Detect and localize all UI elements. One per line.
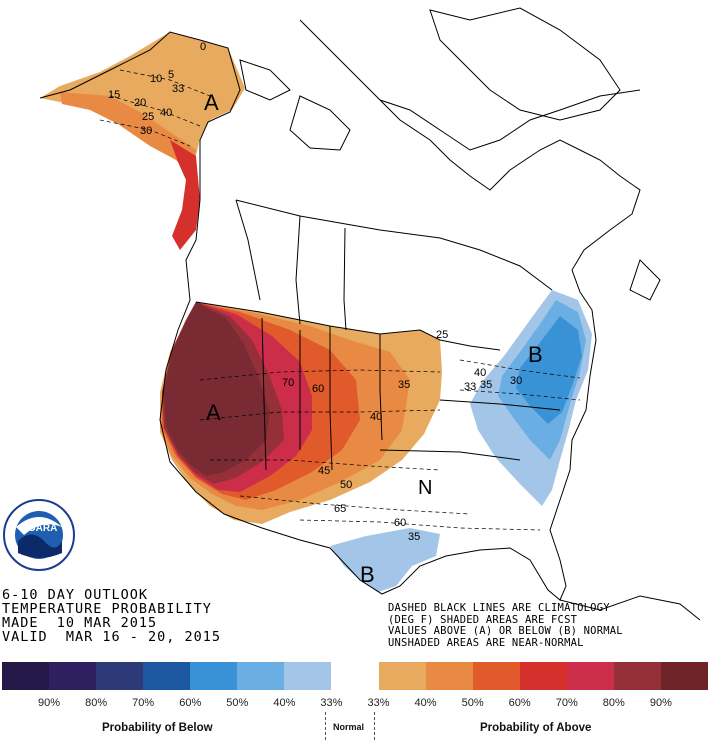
probability-labels: 90% 80% 70% 60% 50% 40% 33% 33% 40% 50% 60% 70% 80% 9…	[2, 697, 708, 711]
legend-swatch	[49, 662, 97, 690]
legend-swatch	[519, 662, 567, 690]
contour-label: 30	[510, 375, 522, 387]
east-below-letter: B	[528, 342, 543, 367]
legend-swatch	[237, 662, 285, 690]
contour-label: 0	[200, 41, 206, 53]
outlook-subtitle: TEMPERATURE PROBABILITY	[2, 601, 212, 617]
outlook-title-block: 6-10 DAY OUTLOOK TEMPERATURE PROBABILITY…	[2, 588, 221, 644]
legend-label: 60%	[508, 697, 531, 709]
contour-label: 60	[394, 517, 406, 529]
normal-caption: Normal	[333, 722, 365, 732]
legend-label: 80%	[85, 697, 108, 709]
contour-label: 40	[370, 411, 382, 423]
contour-label: 20	[134, 97, 146, 109]
normal-divider-right	[374, 712, 375, 740]
west-above-region	[160, 302, 442, 524]
legend-label: 70%	[132, 697, 155, 709]
contour-label: 50	[340, 479, 352, 491]
legend-notes: DASHED BLACK LINES ARE CLIMATOLOGY (DEG …	[388, 602, 623, 649]
probability-above-caption: Probability of Above	[480, 722, 592, 734]
outlook-title: 6-10 DAY OUTLOOK	[2, 587, 149, 603]
contour-label: 30	[140, 125, 152, 137]
legend-swatch	[425, 662, 473, 690]
noaa-logo-text: NOARA	[21, 523, 58, 534]
contour-label: 60	[312, 383, 324, 395]
legend-label: 90%	[649, 697, 672, 709]
legend-swatch	[143, 662, 191, 690]
legend-swatch	[190, 662, 238, 690]
probability-color-bar	[2, 662, 708, 690]
east-below-region	[470, 290, 592, 506]
normal-divider-left	[325, 712, 326, 740]
legend-swatch	[96, 662, 144, 690]
contour-label: 35	[398, 379, 410, 391]
legend-swatch	[472, 662, 520, 690]
contour-label: 45	[318, 465, 330, 477]
legend-label: 80%	[602, 697, 625, 709]
contour-label: 33	[464, 381, 476, 393]
contour-label: 40	[160, 107, 172, 119]
note-line: UNSHADED AREAS ARE NEAR-NORMAL	[388, 636, 584, 649]
contour-label: 35	[408, 531, 420, 543]
map-outlines	[39, 7, 701, 621]
contour-label: 10	[150, 73, 162, 85]
contour-label: 65	[334, 503, 346, 515]
legend-label: 40%	[273, 697, 296, 709]
legend-label: 40%	[414, 697, 437, 709]
contour-label: 40	[474, 367, 486, 379]
outlook-map: A A B B N 0 5 10 15 20 25 30 33 40 70 60…	[39, 7, 701, 621]
note-line: VALUES ABOVE (A) OR BELOW (B) NORMAL	[388, 625, 623, 637]
legend-swatch	[284, 662, 332, 690]
note-line: (DEG F) SHADED AREAS ARE FCST	[388, 613, 578, 626]
legend-swatch	[566, 662, 614, 690]
contour-label: 70	[282, 377, 294, 389]
legend-label: 33%	[320, 697, 343, 709]
contour-label: 25	[436, 329, 448, 341]
note-line: DASHED BLACK LINES ARE CLIMATOLOGY	[388, 602, 610, 614]
contour-label: 33	[172, 83, 184, 95]
west-above-letter: A	[206, 400, 221, 425]
legend-label: 33%	[367, 697, 390, 709]
legend-label: 50%	[226, 697, 249, 709]
legend-label: 90%	[38, 697, 61, 709]
legend-swatch	[613, 662, 661, 690]
legend-swatch	[331, 662, 379, 690]
texas-below-letter: B	[360, 562, 375, 587]
probability-below-caption: Probability of Below	[102, 722, 213, 734]
legend-label: 60%	[179, 697, 202, 709]
alaska-above-region	[40, 32, 245, 250]
legend-label: 50%	[461, 697, 484, 709]
texas-below-region	[330, 528, 440, 592]
alaska-above-letter: A	[204, 90, 219, 115]
valid-date: VALID MAR 16 - 20, 2015	[2, 629, 222, 645]
contour-label: 25	[142, 111, 154, 123]
contour-label: 35	[480, 379, 492, 391]
contour-label: 15	[108, 89, 120, 101]
legend-swatch	[2, 662, 50, 690]
legend-label: 70%	[555, 697, 578, 709]
central-normal-letter: N	[418, 477, 432, 499]
noaa-logo: NOARA	[3, 499, 75, 571]
contour-label: 5	[168, 69, 174, 81]
climatology-contours	[99, 69, 581, 531]
legend-swatch	[378, 662, 426, 690]
made-date: MADE 10 MAR 2015	[2, 615, 158, 631]
legend-swatch	[660, 662, 708, 690]
